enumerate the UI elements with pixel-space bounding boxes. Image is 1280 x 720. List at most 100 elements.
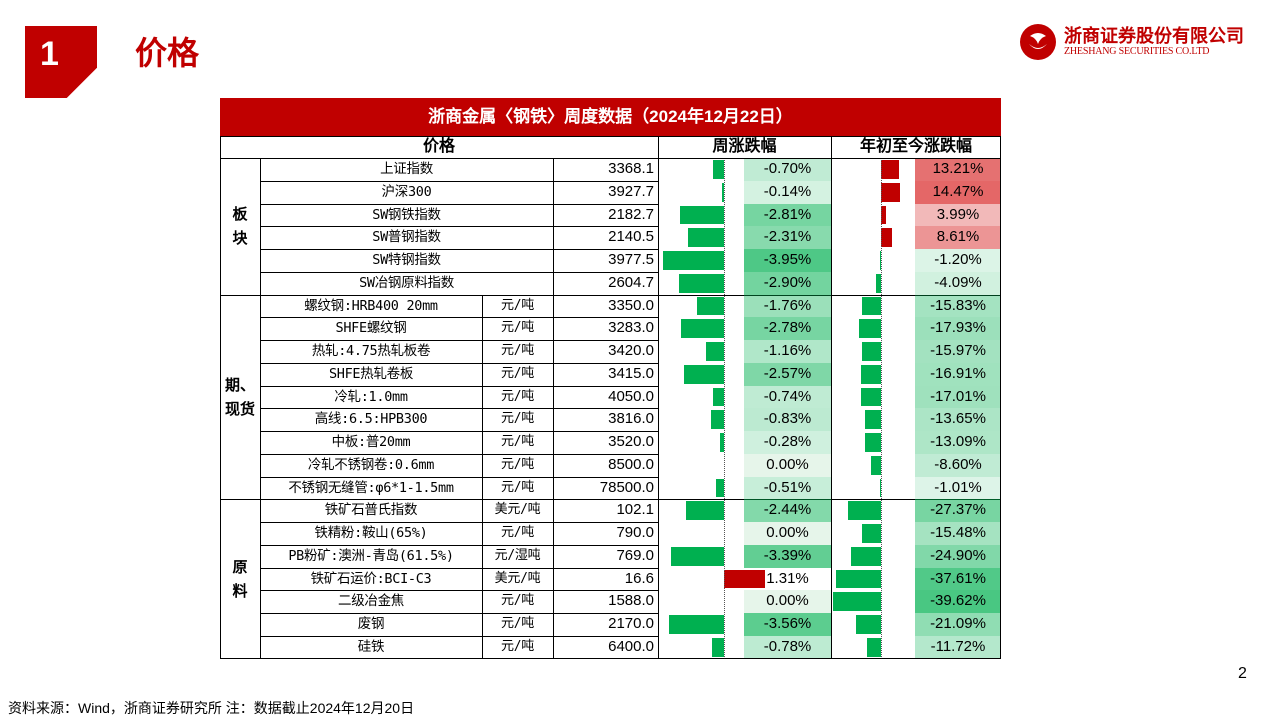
row-name: SHFE螺纹钢: [335, 320, 407, 337]
weekly-bar-cell: [658, 545, 831, 568]
row-name: 螺纹钢:HRB400 20mm: [304, 297, 438, 314]
ytd-bar: [860, 364, 881, 384]
ytd-bar-cell: [831, 522, 915, 545]
weekly-change-value: -2.90%: [744, 271, 831, 295]
ytd-bar-cell: [831, 590, 915, 613]
row-price: 1588.0: [608, 592, 654, 610]
ytd-bar: [876, 273, 881, 293]
row-name: 冷轧不锈钢卷:0.6mm: [307, 456, 435, 473]
ytd-bar: [881, 182, 901, 202]
ytd-bar: [848, 501, 881, 520]
row-price: 3420.0: [608, 342, 654, 359]
row-price: 2604.7: [608, 273, 654, 291]
ytd-bar-cell: [831, 317, 915, 340]
grid-line: [260, 522, 658, 523]
ytd-change-value: -13.09%: [915, 431, 1001, 454]
grid-line: [220, 158, 1001, 159]
grid-line: [260, 340, 658, 341]
weekly-bar-cell: [658, 613, 831, 636]
source-note: 资料来源：Wind，浙商证券研究所 注：数据截止2024年12月20日: [8, 700, 415, 716]
weekly-change-value: 0.00%: [744, 590, 831, 613]
ytd-bar: [861, 342, 881, 361]
ytd-bar: [862, 524, 881, 543]
weekly-bar-cell: [658, 568, 831, 591]
weekly-bar-cell: [658, 636, 831, 659]
row-unit: 元/吨: [501, 320, 534, 336]
ytd-change-value: -1.01%: [915, 476, 1001, 500]
ytd-bar-cell: [831, 272, 915, 295]
row-name: 铁精粉:鞍山(65%): [314, 525, 428, 541]
weekly-change-value: -2.31%: [744, 226, 831, 249]
grid-line: [260, 158, 261, 659]
ytd-bar: [859, 319, 881, 338]
ytd-change-value: -39.62%: [915, 590, 1001, 613]
ytd-bar-cell: [831, 295, 915, 318]
grid-line: [220, 136, 1001, 137]
row-price: 2170.0: [608, 615, 654, 632]
ytd-bar: [862, 296, 881, 316]
row-name: PB粉矿:澳洲-青岛(61.5%): [288, 547, 454, 564]
weekly-change-value: -2.44%: [744, 499, 831, 522]
weekly-change-value: -1.16%: [744, 340, 831, 363]
row-price: 3520.0: [608, 433, 654, 450]
weekly-change-value: -0.78%: [744, 635, 831, 659]
weekly-change-value: -3.56%: [744, 613, 831, 636]
ytd-bar: [881, 205, 887, 225]
row-price: 3927.7: [608, 182, 654, 200]
row-price: 16.6: [624, 569, 654, 587]
row-price: 2140.5: [608, 228, 654, 246]
weekly-bar-cell: [658, 226, 831, 249]
ytd-change-value: -15.83%: [915, 294, 1001, 318]
ytd-bar-cell: [831, 454, 915, 477]
ytd-zero-axis: [881, 158, 882, 659]
weekly-change-value: -0.70%: [744, 158, 831, 181]
row-price: 3350.0: [608, 296, 654, 314]
group-label: 板块: [232, 205, 248, 248]
data-table: 价格 周涨跌幅 年初至今涨跌幅 板块 上证指数 3368.1 -0.70% 13.21% 沪深3…: [220, 136, 1001, 659]
ytd-bar: [881, 160, 899, 179]
ytd-bar-cell: [831, 181, 915, 204]
ytd-bar-cell: [831, 408, 915, 431]
ytd-change-value: -17.01%: [915, 385, 1001, 409]
grid-line: [260, 203, 658, 205]
ytd-bar-cell: [831, 636, 915, 659]
row-price: 102.1: [616, 501, 654, 519]
row-unit: 元/吨: [501, 525, 534, 540]
grid-line: [260, 567, 658, 569]
row-unit: 元/吨: [501, 456, 534, 472]
grid-line: [831, 136, 832, 659]
weekly-change-value: -0.28%: [744, 431, 831, 454]
weekly-bar-cell: [658, 204, 831, 227]
row-price: 3977.5: [608, 251, 654, 268]
row-name: 上证指数: [380, 161, 433, 177]
row-name: 热轧:4.75热轧板卷: [311, 343, 431, 359]
ytd-bar: [879, 478, 881, 498]
ytd-bar: [851, 546, 881, 566]
weekly-bar: [706, 342, 724, 361]
ytd-change-value: -37.61%: [915, 567, 1001, 591]
grid-line: [260, 476, 658, 478]
row-name: 硅铁: [357, 638, 385, 655]
ytd-bar-cell: [831, 363, 915, 386]
row-price: 6400.0: [608, 637, 654, 655]
grid-line: [260, 362, 658, 364]
row-unit: 元/吨: [501, 343, 534, 358]
row-unit: 元/湿吨: [494, 547, 541, 563]
weekly-bar: [686, 501, 724, 520]
ytd-change-value: 3.99%: [915, 203, 1001, 227]
ytd-bar: [833, 592, 881, 611]
weekly-bar: [716, 478, 724, 498]
weekly-change-value: 1.31%: [766, 569, 809, 587]
ytd-bar-cell: [831, 249, 915, 272]
grid-line: [260, 613, 658, 614]
weekly-bar-cell: [658, 181, 831, 204]
row-price: 78500.0: [599, 478, 654, 496]
row-price: 2182.7: [608, 205, 654, 223]
row-name: 铁矿石运价:BCI-C3: [310, 570, 432, 587]
page-number: 2: [1238, 665, 1247, 682]
row-unit: 元/吨: [501, 365, 534, 381]
header-weekly-change: 周涨跌幅: [712, 138, 777, 155]
ytd-change-value: 8.61%: [915, 226, 1001, 249]
ytd-change-value: -24.90%: [915, 544, 1001, 568]
ytd-change-value: -15.97%: [915, 340, 1001, 363]
